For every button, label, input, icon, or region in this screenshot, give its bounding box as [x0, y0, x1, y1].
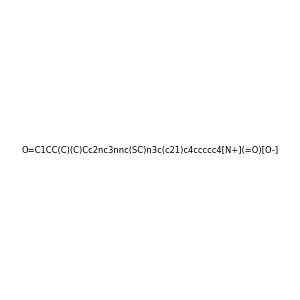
Text: O=C1CC(C)(C)Cc2nc3nnc(SC)n3c(c21)c4ccccc4[N+](=O)[O-]: O=C1CC(C)(C)Cc2nc3nnc(SC)n3c(c21)c4ccccc…: [21, 146, 279, 154]
